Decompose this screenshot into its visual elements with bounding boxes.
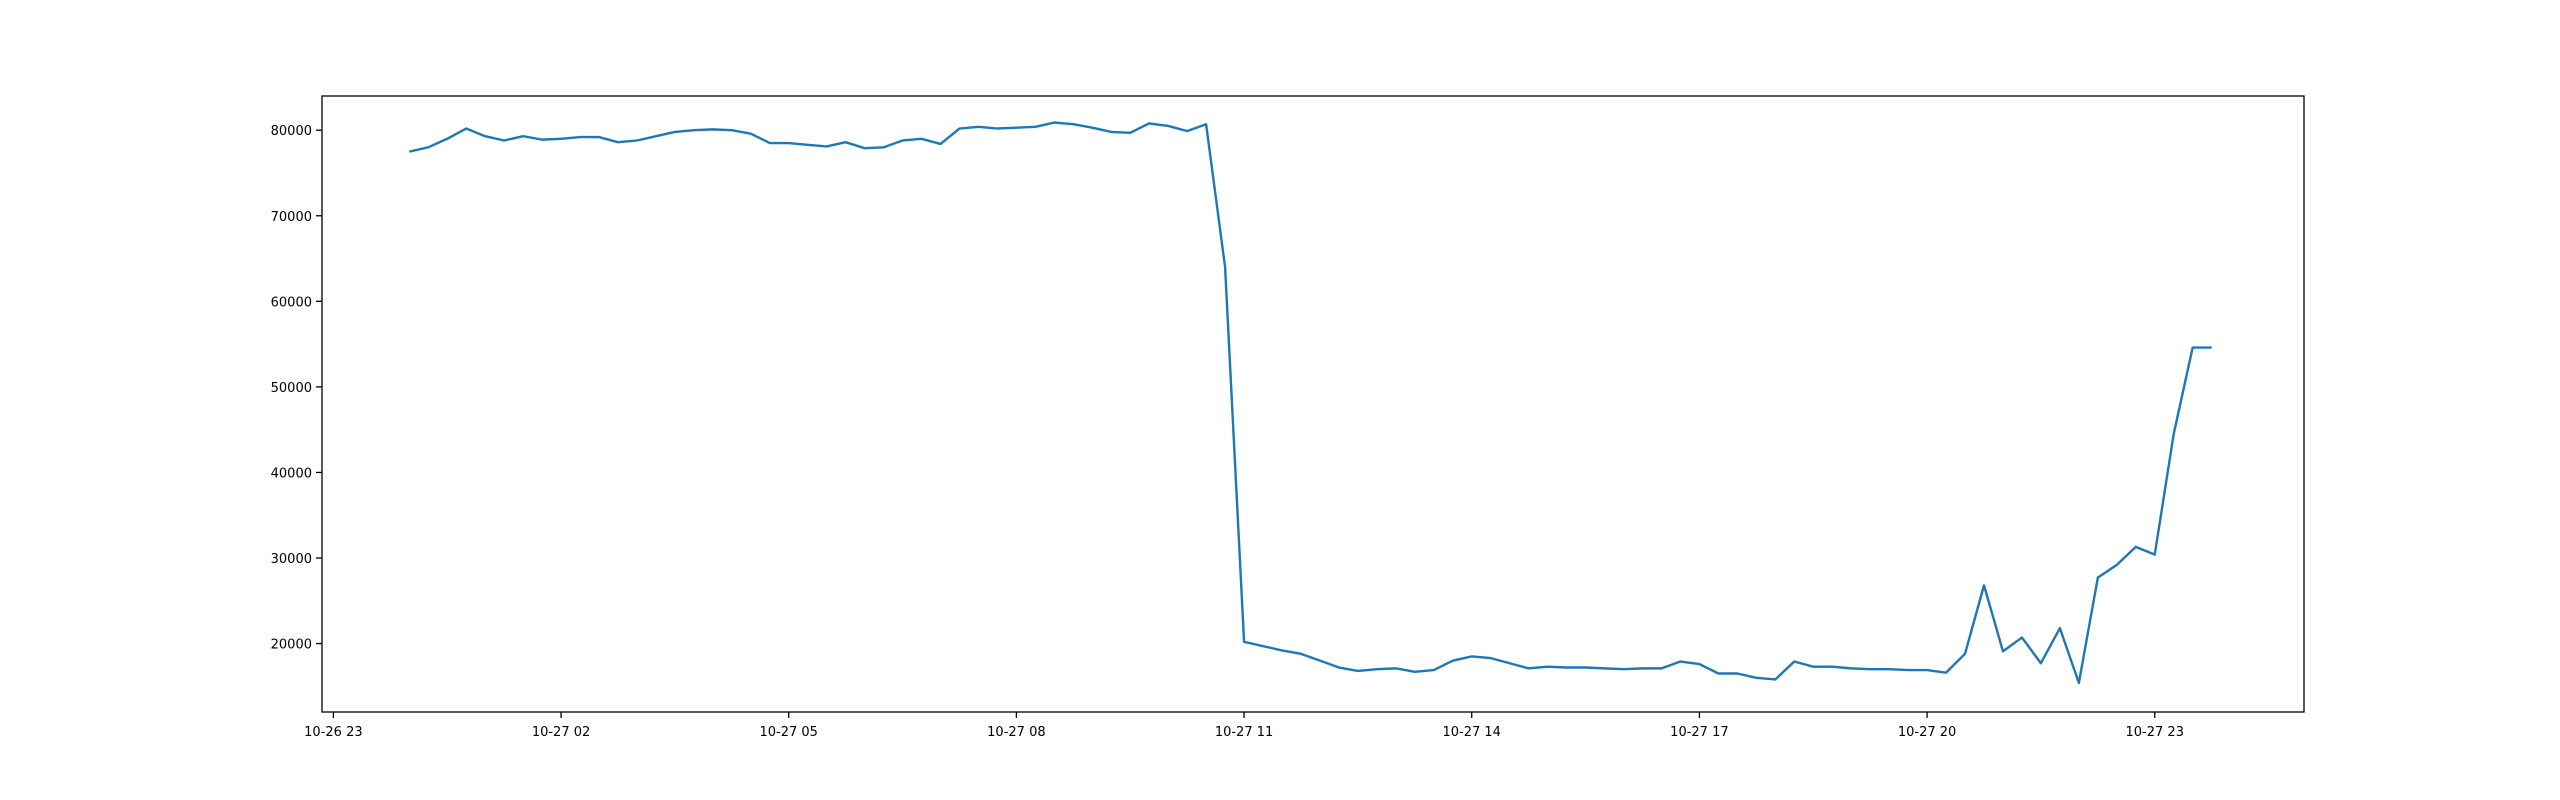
x-tick-label: 10-27 17 (1670, 725, 1728, 740)
y-tick-label: 40000 (271, 466, 312, 481)
y-tick-label: 70000 (271, 210, 312, 225)
y-tick-label: 60000 (271, 295, 312, 310)
y-tick-label: 20000 (271, 638, 312, 653)
line (409, 121, 2212, 685)
x-tick-label: 10-27 05 (759, 725, 817, 740)
plot-frame (321, 95, 2305, 713)
y-tick-label: 30000 (271, 552, 312, 567)
x-tick-label: 10-27 08 (987, 725, 1045, 740)
x-tick-label: 10-27 11 (1215, 725, 1273, 740)
y-tick-label: 80000 (271, 124, 312, 139)
x-tick-label: 10-27 23 (2126, 725, 2184, 740)
x-tick-label: 10-26 23 (304, 725, 362, 740)
y-tick-label: 50000 (271, 381, 312, 396)
x-tick-label: 10-27 14 (1443, 725, 1501, 740)
x-tick-label: 10-27 02 (532, 725, 590, 740)
x-tick-label: 10-27 20 (1898, 725, 1956, 740)
